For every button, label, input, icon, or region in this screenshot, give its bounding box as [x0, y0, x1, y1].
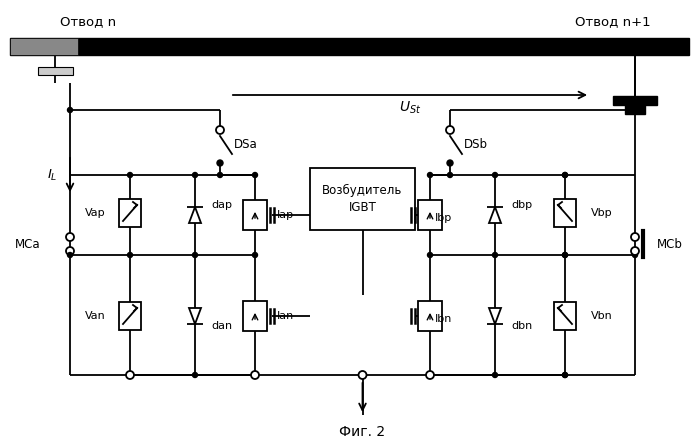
Circle shape [563, 373, 568, 377]
Bar [119, 302, 141, 330]
Bar [554, 302, 576, 330]
Text: DSb: DSb [464, 138, 488, 150]
Bar [310, 168, 415, 230]
Bar [625, 98, 645, 114]
Text: Фиг. 2: Фиг. 2 [340, 425, 386, 439]
Text: Van: Van [85, 311, 106, 321]
Circle shape [428, 172, 433, 177]
Bar [10, 38, 78, 55]
Circle shape [633, 253, 637, 258]
Text: Iap: Iap [277, 210, 294, 220]
Text: dap: dap [211, 200, 232, 210]
Circle shape [192, 253, 198, 258]
Circle shape [426, 371, 434, 379]
Circle shape [446, 126, 454, 134]
Circle shape [633, 108, 637, 112]
Polygon shape [489, 207, 501, 223]
Circle shape [68, 108, 73, 112]
Circle shape [192, 373, 198, 377]
Text: Vap: Vap [85, 208, 106, 218]
Polygon shape [189, 308, 201, 324]
Circle shape [631, 233, 639, 241]
Text: Ibp: Ibp [435, 213, 452, 223]
Circle shape [216, 126, 224, 134]
Text: dbn: dbn [511, 321, 532, 331]
Text: dbp: dbp [511, 200, 532, 210]
Bar [38, 67, 73, 75]
Text: Отвод n+1: Отвод n+1 [575, 15, 651, 29]
Circle shape [447, 172, 452, 177]
Circle shape [428, 253, 433, 258]
Text: Ibn: Ibn [435, 314, 452, 324]
Circle shape [447, 160, 453, 166]
Circle shape [359, 371, 366, 379]
Circle shape [563, 253, 568, 258]
Circle shape [66, 247, 74, 255]
Bar [418, 301, 442, 331]
Text: DSa: DSa [234, 138, 258, 150]
Circle shape [66, 233, 74, 241]
Text: $I_L$: $I_L$ [47, 168, 57, 183]
Text: MCa: MCa [15, 238, 40, 250]
Circle shape [563, 172, 568, 177]
Circle shape [493, 172, 498, 177]
Circle shape [217, 172, 222, 177]
Circle shape [563, 172, 568, 177]
Circle shape [126, 371, 134, 379]
Circle shape [493, 373, 498, 377]
Polygon shape [489, 308, 501, 324]
Circle shape [251, 371, 259, 379]
Bar [243, 301, 267, 331]
Bar [119, 199, 141, 227]
Text: Vbn: Vbn [591, 311, 613, 321]
Text: MCb: MCb [657, 238, 683, 250]
Circle shape [563, 253, 568, 258]
Text: dan: dan [211, 321, 232, 331]
Circle shape [68, 253, 73, 258]
Text: Ian: Ian [277, 311, 294, 321]
Circle shape [127, 172, 133, 177]
Text: Возбудитель
IGBT: Возбудитель IGBT [322, 184, 403, 214]
Text: Отвод n: Отвод n [60, 15, 116, 29]
Bar [418, 200, 442, 230]
Circle shape [252, 172, 257, 177]
Text: Vbp: Vbp [591, 208, 612, 218]
Circle shape [631, 247, 639, 255]
Polygon shape [189, 207, 201, 223]
Bar [554, 199, 576, 227]
Bar [613, 96, 657, 105]
Circle shape [493, 253, 498, 258]
Bar [243, 200, 267, 230]
Circle shape [217, 160, 223, 166]
Circle shape [252, 253, 257, 258]
Bar [10, 38, 689, 55]
Circle shape [127, 253, 133, 258]
Circle shape [192, 172, 198, 177]
Circle shape [563, 373, 568, 377]
Text: $U_{St}$: $U_{St}$ [398, 100, 421, 116]
